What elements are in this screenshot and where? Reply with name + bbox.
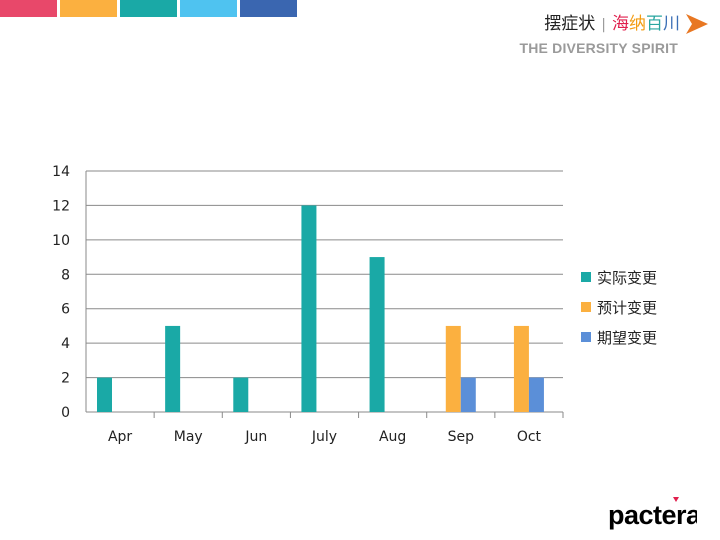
y-tick-label: 14 [52,164,70,180]
slogan-char-1: 海 [612,14,629,34]
bar-apr-series-1 [97,377,112,412]
x-tick-label: Apr [108,429,132,445]
legend-item-2: 预计变更 [581,292,657,322]
legend-swatch [581,332,591,342]
chart-legend: 实际变更预计变更期望变更 [581,262,657,352]
bar-aug-series-1 [369,257,385,412]
y-tick-label: 2 [61,371,70,387]
slogan-char-4: 川 [663,14,680,34]
color-bar-5 [240,0,297,17]
color-bar-3 [120,0,177,17]
legend-item-1: 实际变更 [581,262,657,292]
x-tick-label: Oct [517,429,542,445]
brand-separator: | [601,17,606,33]
bar-jun-series-1 [233,377,249,412]
y-tick-label: 12 [52,198,70,214]
bar-may-series-1 [165,325,181,412]
arrow-right-icon [686,14,708,34]
x-tick-label: Jun [244,429,267,445]
bar-sep-series-3 [460,377,476,412]
color-bar-1 [0,0,57,17]
legend-label: 预计变更 [597,298,658,317]
y-tick-label: 8 [61,267,70,283]
bar-sep-series-2 [445,325,461,412]
legend-label: 实际变更 [597,268,658,287]
tagline: THE DIVERSITY SPIRIT [519,40,678,56]
x-tick-label: May [174,429,203,445]
y-tick-label: 4 [61,336,70,352]
y-tick-label: 0 [61,405,70,421]
color-bar-2 [60,0,117,17]
slogan-char-2: 纳 [629,14,646,34]
x-tick-label: Sep [448,429,475,445]
legend-swatch [581,302,591,312]
pactera-logo: pactera [607,497,703,537]
bar-oct-series-3 [528,377,544,412]
color-bar-4 [180,0,237,17]
y-tick-label: 10 [52,233,70,249]
bar-july-series-1 [301,205,317,412]
brand-line: 摆症状 | 海纳百川 [544,12,680,36]
x-tick-label: Aug [379,429,406,445]
y-tick-label: 6 [61,302,70,318]
legend-label: 期望变更 [597,328,658,347]
color-bar-strip [0,0,300,17]
bar-oct-series-2 [513,325,529,412]
x-tick-label: July [311,429,337,445]
legend-item-3: 期望变更 [581,322,657,352]
slogan-char-3: 百 [646,14,663,34]
brand-name: 摆症状 [544,14,596,34]
logo-text: pactera [608,500,697,530]
header-brand: 摆症状 | 海纳百川 [544,12,680,36]
legend-swatch [581,272,591,282]
